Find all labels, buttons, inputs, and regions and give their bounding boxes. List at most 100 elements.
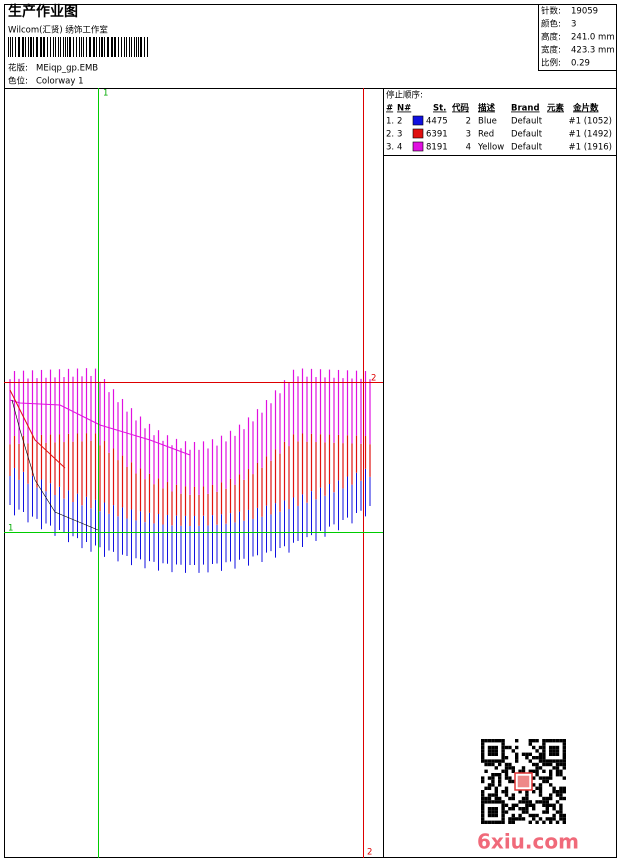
barcode-bar bbox=[101, 37, 103, 57]
qr-cell bbox=[559, 796, 563, 801]
qr-cell bbox=[487, 776, 492, 780]
barcode-bar bbox=[124, 37, 125, 57]
qr-cell bbox=[494, 752, 498, 756]
qr-cell bbox=[498, 762, 502, 767]
qr-cell bbox=[481, 813, 485, 818]
qr-cell bbox=[521, 817, 526, 821]
qr-cell bbox=[491, 773, 495, 777]
qr-cell bbox=[542, 759, 546, 763]
qr-cell bbox=[501, 752, 505, 756]
needle: 4 bbox=[397, 143, 402, 153]
qr-cell bbox=[549, 776, 553, 780]
qr-cell bbox=[525, 790, 529, 794]
qr-cell bbox=[559, 810, 563, 814]
barcode-bar bbox=[136, 37, 137, 57]
qr-cell bbox=[549, 783, 553, 787]
qr-cell bbox=[538, 766, 543, 770]
qr-cell bbox=[532, 807, 536, 811]
qr-cell bbox=[542, 779, 546, 784]
qr-cell bbox=[487, 796, 492, 801]
qr-cell bbox=[481, 756, 485, 760]
barcode-bar bbox=[67, 37, 68, 57]
stitches: 8191 bbox=[426, 143, 448, 153]
qr-cell bbox=[535, 749, 539, 753]
qr-cell bbox=[487, 752, 492, 756]
qr-cell bbox=[491, 783, 495, 787]
qr-cell bbox=[511, 766, 515, 770]
qr-cell bbox=[528, 759, 532, 763]
qr-cell bbox=[491, 759, 495, 763]
qr-cell bbox=[532, 762, 536, 767]
qr-cell bbox=[552, 790, 556, 794]
info-value: 19059 bbox=[571, 7, 598, 17]
qr-cell bbox=[487, 749, 492, 753]
qr-cell bbox=[542, 742, 546, 746]
qr-cell bbox=[555, 793, 560, 797]
barcode-bar bbox=[134, 37, 135, 57]
qr-cell bbox=[549, 793, 553, 797]
qr-cell bbox=[549, 820, 553, 824]
qr-cell bbox=[494, 800, 498, 804]
qr-cell bbox=[532, 756, 536, 760]
qr-cell bbox=[545, 800, 549, 804]
qr-cell bbox=[515, 759, 519, 763]
barcode-bar bbox=[93, 37, 95, 57]
qr-cell bbox=[521, 796, 526, 801]
qr-cell bbox=[518, 769, 522, 773]
qr-cell bbox=[491, 745, 495, 750]
qr-cell bbox=[498, 779, 502, 784]
qr-cell bbox=[481, 820, 485, 824]
qr-cell bbox=[528, 820, 532, 824]
qr-cell bbox=[549, 739, 553, 743]
qr-cell bbox=[562, 752, 566, 756]
description: Yellow bbox=[477, 143, 504, 153]
qr-cell bbox=[501, 820, 505, 824]
qr-cell bbox=[481, 742, 485, 746]
qr-cell bbox=[487, 793, 492, 797]
qr-cell bbox=[501, 756, 505, 760]
qr-cell bbox=[515, 739, 519, 743]
qr-cell bbox=[535, 786, 539, 790]
qr-cell bbox=[511, 803, 515, 807]
barcode-bar bbox=[131, 37, 132, 57]
barcode-bar bbox=[10, 37, 11, 57]
qr-cell bbox=[549, 759, 553, 763]
qr-cell bbox=[491, 813, 495, 818]
qr-cell bbox=[555, 739, 560, 743]
qr-cell bbox=[501, 742, 505, 746]
qr-cell bbox=[487, 762, 492, 767]
qr-cell bbox=[525, 752, 529, 756]
qr-cell bbox=[484, 739, 488, 743]
qr-cell bbox=[501, 810, 505, 814]
column-header: 描述 bbox=[478, 103, 496, 114]
barcode-bar bbox=[47, 37, 48, 57]
qr-cell bbox=[481, 793, 485, 797]
guide-label: 2 bbox=[371, 374, 376, 384]
brand: Default bbox=[511, 143, 543, 153]
qr-cell bbox=[498, 796, 502, 801]
qr-cell bbox=[559, 739, 563, 743]
qr-cell bbox=[549, 796, 553, 801]
qr-cell bbox=[501, 813, 505, 818]
qr-cell bbox=[555, 752, 560, 756]
barcode-bar bbox=[25, 37, 26, 57]
qr-cell bbox=[481, 752, 485, 756]
design-drawing bbox=[4, 88, 383, 858]
barcode-bar bbox=[8, 37, 9, 57]
qr-cell bbox=[518, 800, 522, 804]
qr-cell bbox=[501, 817, 505, 821]
qr-cell bbox=[552, 759, 556, 763]
qr-cell bbox=[535, 756, 539, 760]
qr-cell bbox=[555, 800, 560, 804]
qr-cell bbox=[481, 803, 485, 807]
qr-cell bbox=[562, 766, 566, 770]
qr-cell bbox=[538, 800, 543, 804]
barcode-bar bbox=[86, 37, 87, 57]
qr-cell bbox=[535, 766, 539, 770]
qr-cell bbox=[504, 756, 509, 760]
qr-cell bbox=[562, 759, 566, 763]
qr-cell bbox=[501, 803, 505, 807]
qr-cell bbox=[504, 776, 509, 780]
qr-cell bbox=[487, 807, 492, 811]
qr-cell bbox=[535, 800, 539, 804]
